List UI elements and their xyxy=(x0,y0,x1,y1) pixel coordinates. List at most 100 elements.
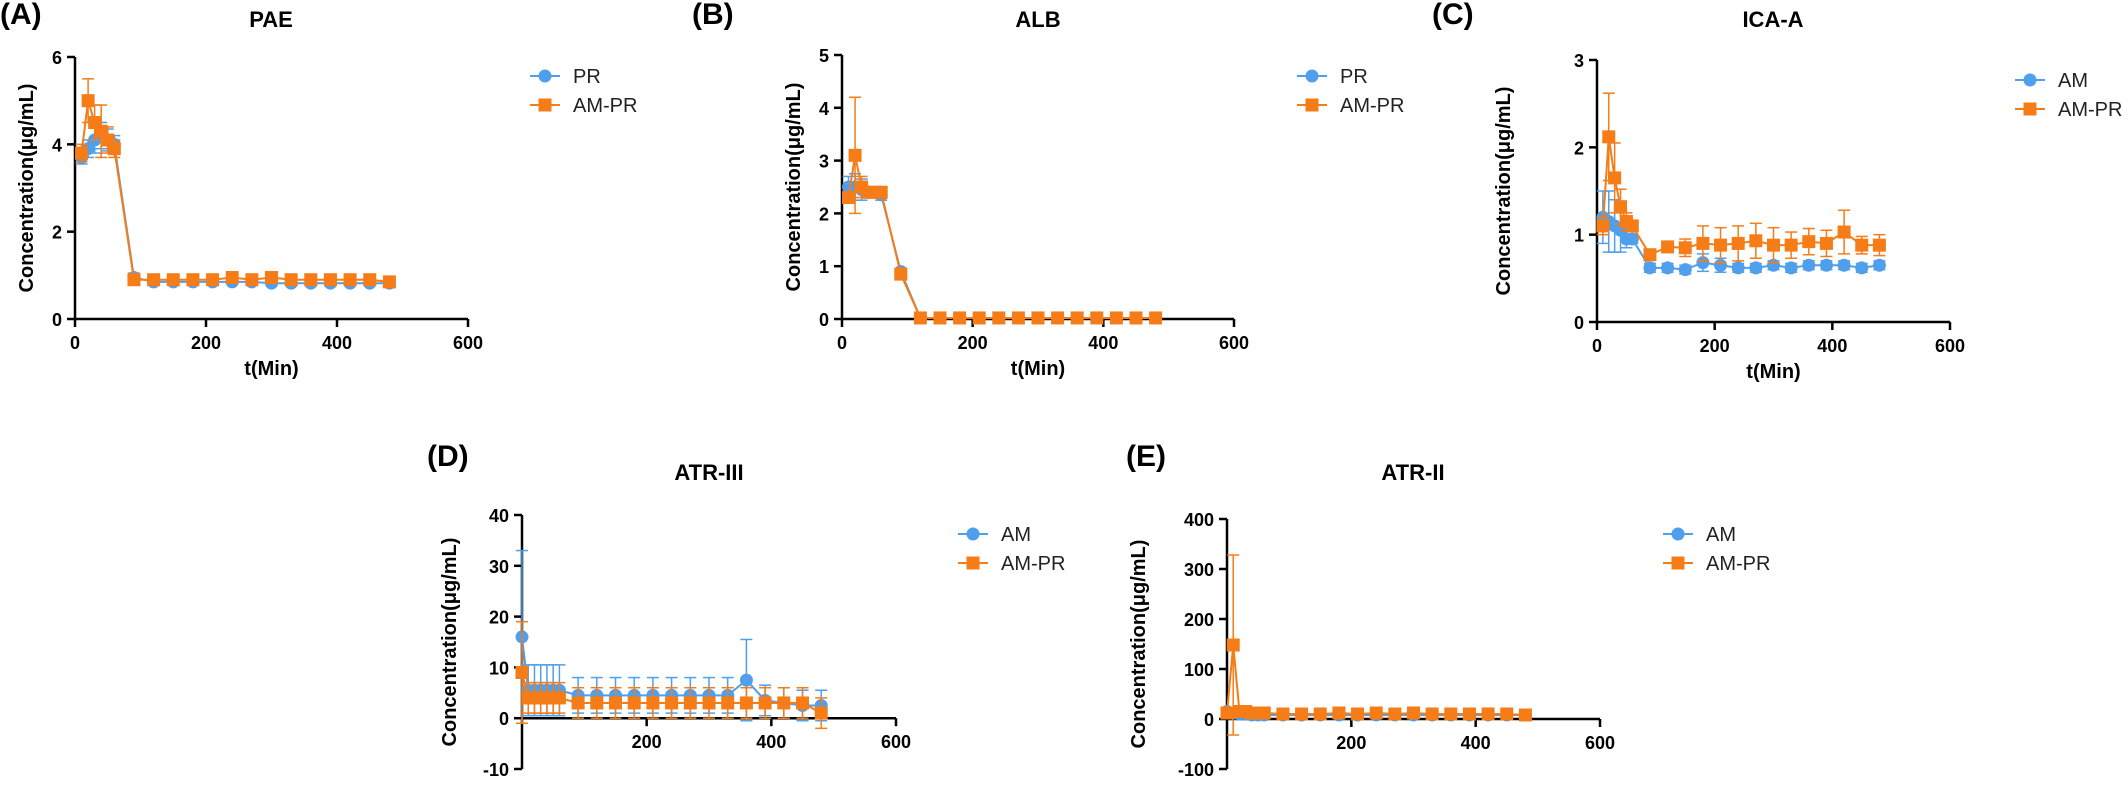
y-tick-label: 3 xyxy=(1574,51,1584,71)
data-point xyxy=(1602,130,1616,144)
series-am-pr xyxy=(515,620,828,730)
panel-label: (B) xyxy=(692,0,734,31)
y-tick-label: 4 xyxy=(819,99,829,119)
y-tick-label: 4 xyxy=(52,135,62,155)
x-tick-label: 600 xyxy=(1935,336,1965,356)
data-point xyxy=(1837,225,1851,239)
data-point xyxy=(206,273,220,287)
y-tick-label: 0 xyxy=(499,709,509,729)
data-point xyxy=(1220,706,1234,720)
series-am-pr xyxy=(842,96,1163,325)
data-point xyxy=(323,273,337,287)
data-point xyxy=(758,696,772,710)
x-tick-label: 200 xyxy=(958,333,988,353)
data-point xyxy=(1011,311,1025,325)
legend-label: PR xyxy=(573,66,601,88)
y-tick-label: 0 xyxy=(1204,710,1214,730)
data-point xyxy=(1090,311,1104,325)
data-point xyxy=(1425,707,1439,721)
data-point xyxy=(1643,261,1657,275)
data-point xyxy=(1643,248,1657,262)
data-point xyxy=(1767,238,1780,252)
x-tick-label: 400 xyxy=(322,333,352,353)
panel-alb: (B) ALB 0 1 2 3 4 5 0 200 400 600 t(Min) Concentratio… xyxy=(692,0,1404,380)
data-point xyxy=(571,696,585,710)
data-point xyxy=(1678,263,1692,277)
data-point xyxy=(304,273,318,287)
y-axis-label: Concentration(μg/mL) xyxy=(1128,540,1150,749)
data-point xyxy=(848,148,862,162)
legend-label: AM-PR xyxy=(573,95,637,117)
legend-marker xyxy=(2023,73,2037,87)
data-point xyxy=(702,696,716,710)
data-point xyxy=(1500,707,1514,721)
x-tick-label: 200 xyxy=(632,732,662,752)
y-tick-label: 0 xyxy=(819,310,829,330)
legend-item-pr: PR xyxy=(1297,66,1368,88)
y-axis-label: Concentration(μg/mL) xyxy=(1493,87,1515,296)
data-point xyxy=(1332,706,1346,720)
data-point xyxy=(1872,238,1886,252)
panel-ica-a: (C) ICA-A 0 1 2 3 0 200 400 600 t(Min) Concentratio… xyxy=(1432,0,2122,383)
data-point xyxy=(933,311,947,325)
x-tick-label: 400 xyxy=(1088,333,1118,353)
legend-label: AM-PR xyxy=(1001,553,1065,575)
data-point xyxy=(627,696,641,710)
data-point xyxy=(1481,707,1495,721)
data-point xyxy=(739,696,753,710)
legend-label: AM xyxy=(2058,70,2088,92)
legend-item-am: AM xyxy=(1663,524,1736,546)
legend-label: AM xyxy=(1001,524,1031,546)
data-point xyxy=(1819,236,1833,250)
x-axis-label: t(Min) xyxy=(1011,358,1065,380)
y-tick-label: 2 xyxy=(52,223,62,243)
data-point xyxy=(842,191,856,205)
data-point xyxy=(515,665,529,679)
data-point xyxy=(1872,258,1886,272)
data-point xyxy=(1661,240,1675,254)
series-am-pr xyxy=(1596,92,1886,264)
data-point xyxy=(739,673,753,687)
y-tick-label: 5 xyxy=(819,46,829,66)
panel-atr-ii: (E)ATR-II-1000100200300400200400600t(Min… xyxy=(1126,440,1770,780)
series-line xyxy=(1226,644,1526,716)
x-tick-label: 400 xyxy=(1461,733,1491,753)
y-axis-label: Concentration(μg/mL) xyxy=(783,83,805,292)
x-tick-label: 600 xyxy=(1585,733,1615,753)
series-am-pr xyxy=(1220,554,1532,736)
panel-label: (A) xyxy=(0,0,42,31)
data-point xyxy=(1462,707,1476,721)
data-point xyxy=(127,273,141,287)
legend-marker xyxy=(538,69,552,83)
data-point xyxy=(665,696,679,710)
data-point xyxy=(1257,706,1271,720)
data-point xyxy=(1351,707,1365,721)
data-point xyxy=(1614,200,1628,214)
data-point xyxy=(1444,707,1458,721)
data-point xyxy=(225,271,239,285)
data-point xyxy=(1661,261,1675,275)
data-point xyxy=(1749,234,1763,248)
y-tick-label: 20 xyxy=(489,608,509,628)
data-point xyxy=(1802,258,1816,272)
data-point xyxy=(1784,261,1798,275)
series-line xyxy=(80,134,390,285)
data-point xyxy=(1608,171,1622,185)
data-point xyxy=(1070,311,1084,325)
data-point xyxy=(1731,236,1745,250)
data-point xyxy=(265,271,278,285)
chart-title: ALB xyxy=(1015,7,1060,32)
x-tick-label: 600 xyxy=(1219,333,1249,353)
series-am-pr xyxy=(75,78,396,289)
y-tick-label: 6 xyxy=(52,48,62,68)
legend-item-am-pr: AM-PR xyxy=(530,95,637,117)
legend-marker xyxy=(1671,527,1685,541)
data-point xyxy=(796,696,809,710)
x-tick-label: 200 xyxy=(1336,733,1366,753)
legend-marker xyxy=(1305,98,1319,112)
legend-marker xyxy=(1305,69,1319,83)
panel-pae: (A) PAE 0 2 4 6 0 200 400 600 t(Min) Concentration(… xyxy=(0,0,637,380)
data-point xyxy=(107,142,121,156)
data-point xyxy=(1625,232,1639,246)
